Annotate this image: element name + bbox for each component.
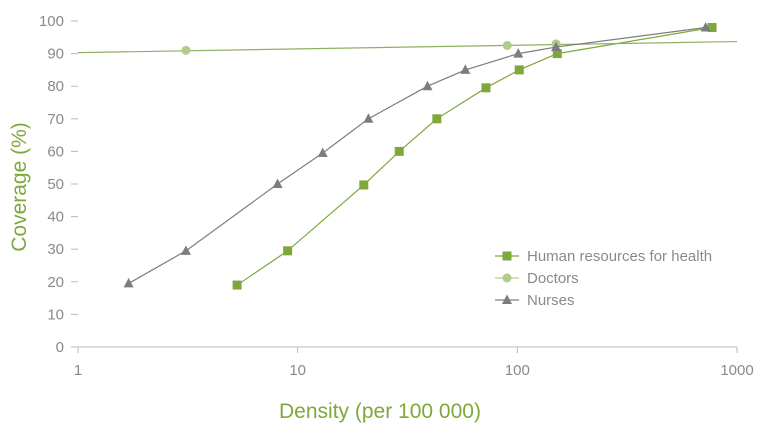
series-line	[77, 40, 738, 54]
legend-marker	[502, 294, 512, 304]
series-human-resources-for-health	[232, 23, 717, 290]
data-point	[552, 49, 562, 59]
legend-marker	[502, 273, 512, 283]
data-point	[432, 114, 442, 124]
y-tick-label: 50	[47, 176, 64, 193]
x-tick-label: 10	[289, 362, 306, 379]
data-point	[700, 22, 711, 32]
axes: 1 10 100 1000 0 10 20 30 40 50 60 70 80 90 100	[39, 13, 754, 379]
legend: Human resources for health Doctors Nurses	[495, 248, 712, 309]
y-tick-label: 30	[47, 241, 64, 258]
y-axis-title: Coverage (%)	[8, 122, 31, 252]
data-point	[317, 147, 328, 158]
data-point	[513, 48, 524, 58]
y-tick-label: 90	[47, 46, 64, 63]
data-point	[181, 45, 191, 55]
legend-label: Human resources for health	[527, 248, 712, 265]
data-point	[359, 180, 369, 190]
series-line	[236, 26, 713, 286]
y-tick-label: 10	[47, 306, 64, 323]
x-tick-label: 1	[74, 362, 82, 379]
data-point	[232, 280, 242, 290]
y-tick-label: 80	[47, 78, 64, 95]
legend-item: Doctors	[495, 270, 579, 287]
x-axis-title: Density (per 100 000)	[279, 400, 481, 423]
x-tick-label: 100	[505, 362, 530, 379]
data-point	[707, 23, 717, 33]
data-point	[551, 41, 562, 52]
data-point	[514, 65, 524, 75]
data-point	[283, 246, 293, 256]
series-doctors	[77, 39, 738, 55]
data-point	[394, 146, 404, 156]
data-point	[123, 277, 134, 288]
series-nurses	[123, 22, 711, 288]
legend-item: Nurses	[495, 292, 575, 309]
data-point	[272, 178, 283, 188]
y-tick-label: 20	[47, 274, 64, 291]
data-point	[422, 80, 433, 91]
series-layer	[77, 22, 738, 290]
legend-marker	[502, 251, 512, 261]
legend-item: Human resources for health	[495, 248, 712, 265]
legend-label: Nurses	[527, 292, 575, 309]
y-tick-label: 0	[56, 339, 64, 356]
x-tick-label: 1000	[720, 362, 753, 379]
data-point	[502, 40, 512, 50]
legend-label: Doctors	[527, 270, 579, 287]
y-tick-label: 40	[47, 209, 64, 226]
data-point	[460, 64, 471, 74]
y-tick-label: 60	[47, 143, 64, 160]
data-point	[180, 245, 191, 255]
data-point	[363, 113, 374, 123]
series-line	[128, 26, 706, 284]
y-tick-label: 70	[47, 111, 64, 128]
y-tick-label: 100	[39, 13, 64, 30]
data-point	[481, 83, 491, 93]
